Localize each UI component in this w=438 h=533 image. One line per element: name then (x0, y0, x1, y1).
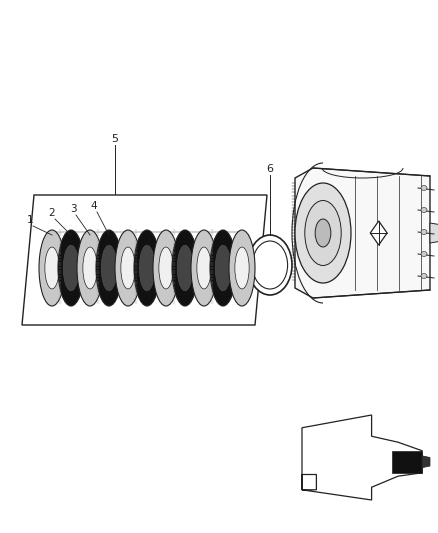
Ellipse shape (45, 247, 59, 289)
Ellipse shape (139, 245, 155, 291)
Ellipse shape (177, 245, 193, 291)
Ellipse shape (115, 230, 141, 306)
Ellipse shape (215, 245, 231, 291)
Ellipse shape (77, 230, 103, 306)
Ellipse shape (305, 200, 341, 265)
Ellipse shape (39, 230, 65, 306)
Ellipse shape (421, 207, 427, 213)
Ellipse shape (197, 247, 211, 289)
Ellipse shape (248, 235, 292, 295)
Ellipse shape (134, 230, 160, 306)
Text: 5: 5 (112, 134, 119, 144)
Polygon shape (392, 451, 422, 473)
Text: 1: 1 (27, 215, 33, 225)
Ellipse shape (235, 247, 249, 289)
Ellipse shape (421, 185, 427, 190)
Ellipse shape (191, 230, 217, 306)
Polygon shape (295, 168, 430, 298)
Ellipse shape (172, 230, 198, 306)
Ellipse shape (63, 245, 79, 291)
Text: 2: 2 (49, 208, 55, 218)
Ellipse shape (421, 252, 427, 256)
Ellipse shape (229, 230, 255, 306)
Ellipse shape (121, 247, 135, 289)
Ellipse shape (315, 219, 331, 247)
Ellipse shape (58, 230, 84, 306)
Text: 4: 4 (91, 201, 97, 211)
Ellipse shape (421, 273, 427, 279)
Ellipse shape (252, 241, 288, 289)
Ellipse shape (159, 247, 173, 289)
Polygon shape (422, 456, 430, 467)
Polygon shape (430, 223, 438, 243)
Ellipse shape (101, 245, 117, 291)
Text: 6: 6 (266, 164, 273, 174)
Ellipse shape (295, 183, 351, 283)
Ellipse shape (153, 230, 179, 306)
Text: 3: 3 (70, 204, 76, 214)
Polygon shape (370, 221, 387, 245)
Ellipse shape (96, 230, 122, 306)
Polygon shape (302, 415, 422, 500)
Ellipse shape (83, 247, 97, 289)
Ellipse shape (210, 230, 236, 306)
Ellipse shape (421, 230, 427, 235)
